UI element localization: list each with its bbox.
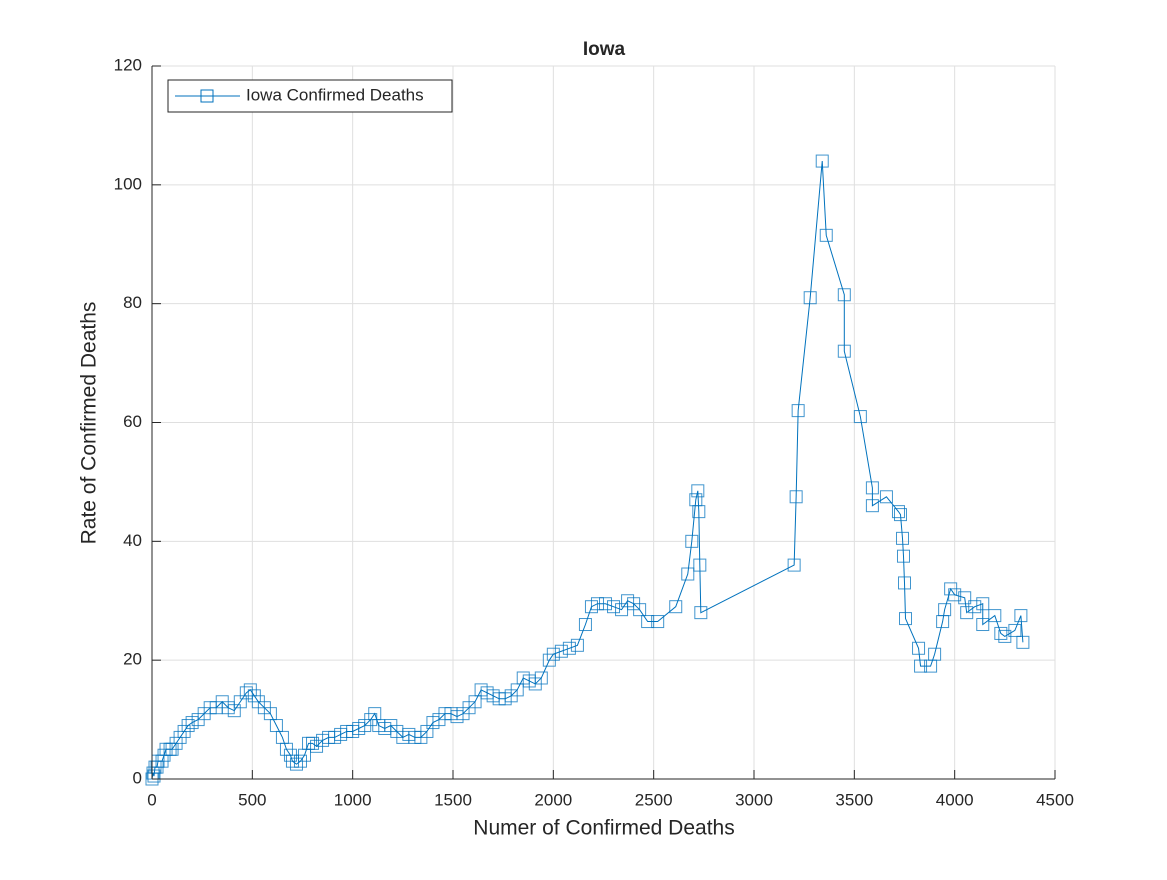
data-marker xyxy=(693,558,707,572)
y-tick-label: 0 xyxy=(133,768,142,787)
data-marker xyxy=(607,600,621,614)
data-marker xyxy=(1014,609,1028,623)
data-marker xyxy=(815,154,829,168)
data-marker xyxy=(590,597,604,611)
data-marker xyxy=(976,597,990,611)
x-tick-label: 1500 xyxy=(434,790,472,809)
data-marker xyxy=(837,344,851,358)
data-marker xyxy=(791,404,805,418)
y-axis-label: Rate of Confirmed Deaths xyxy=(78,302,101,545)
data-marker xyxy=(789,490,803,504)
x-axis-label: Numer of Confirmed Deaths xyxy=(473,817,734,840)
data-marker xyxy=(1008,623,1022,637)
data-marker xyxy=(534,671,548,685)
y-tick-label: 60 xyxy=(123,412,142,431)
chart-title: Iowa xyxy=(583,39,626,60)
y-tick-label: 100 xyxy=(114,174,142,193)
data-line xyxy=(151,161,1024,780)
x-tick-label: 2500 xyxy=(635,790,673,809)
data-marker xyxy=(879,490,893,504)
data-marker xyxy=(1016,635,1030,649)
data-marker xyxy=(988,609,1002,623)
data-marker xyxy=(994,626,1008,640)
data-marker xyxy=(147,769,161,783)
legend-marker xyxy=(200,89,214,103)
data-marker xyxy=(694,606,708,620)
data-marker xyxy=(239,686,253,700)
x-tick-label: 1000 xyxy=(334,790,372,809)
data-marker xyxy=(692,505,706,519)
data-marker xyxy=(895,531,909,545)
x-tick-label: 3000 xyxy=(735,790,773,809)
legend: Iowa Confirmed Deaths xyxy=(167,79,453,113)
data-marker xyxy=(289,757,303,771)
x-tick-label: 500 xyxy=(238,790,266,809)
y-tick-label: 20 xyxy=(123,650,142,669)
y-tick-label: 120 xyxy=(114,55,142,74)
axes: 0 500 1000 1500 2000 2500 3000 3500 4000 4500 0 20 4… xyxy=(114,55,1074,809)
data-marker xyxy=(912,641,926,655)
data-marker xyxy=(893,508,907,522)
data-marker xyxy=(633,603,647,617)
data-marker xyxy=(865,481,879,495)
x-tick-label: 4500 xyxy=(1036,790,1074,809)
x-tick-label: 0 xyxy=(147,790,156,809)
data-marker xyxy=(554,644,568,658)
data-marker xyxy=(681,567,695,581)
data-marker xyxy=(948,588,962,602)
data-marker xyxy=(837,288,851,302)
data-marker xyxy=(928,647,942,661)
data-marker xyxy=(570,638,584,652)
data-marker xyxy=(968,600,982,614)
data-marker xyxy=(853,410,867,424)
data-marker xyxy=(803,291,817,305)
data-marker xyxy=(896,549,910,563)
y-tick-label: 80 xyxy=(123,293,142,312)
legend-label: Iowa Confirmed Deaths xyxy=(246,85,424,104)
x-tick-label: 2000 xyxy=(534,790,572,809)
data-marker xyxy=(599,597,613,611)
data-marker xyxy=(819,228,833,242)
data-marker xyxy=(562,641,576,655)
x-tick-label: 4000 xyxy=(936,790,974,809)
data-marker xyxy=(891,505,905,519)
y-tick-label: 40 xyxy=(123,531,142,550)
data-marker xyxy=(578,618,592,632)
data-marker xyxy=(865,499,879,513)
data-marker xyxy=(546,647,560,661)
x-tick-label: 3500 xyxy=(835,790,873,809)
data-marker xyxy=(976,618,990,632)
plot xyxy=(145,154,1030,786)
data-marker xyxy=(958,591,972,605)
data-marker xyxy=(899,612,913,626)
data-marker xyxy=(938,603,952,617)
data-marker xyxy=(898,576,911,590)
data-marker xyxy=(914,659,928,673)
data-marker xyxy=(669,600,683,614)
data-marker xyxy=(685,534,699,548)
data-marker xyxy=(787,558,801,572)
data-marker xyxy=(691,484,705,498)
data-marker xyxy=(641,615,655,629)
data-marker xyxy=(651,615,665,629)
data-marker xyxy=(306,736,320,750)
